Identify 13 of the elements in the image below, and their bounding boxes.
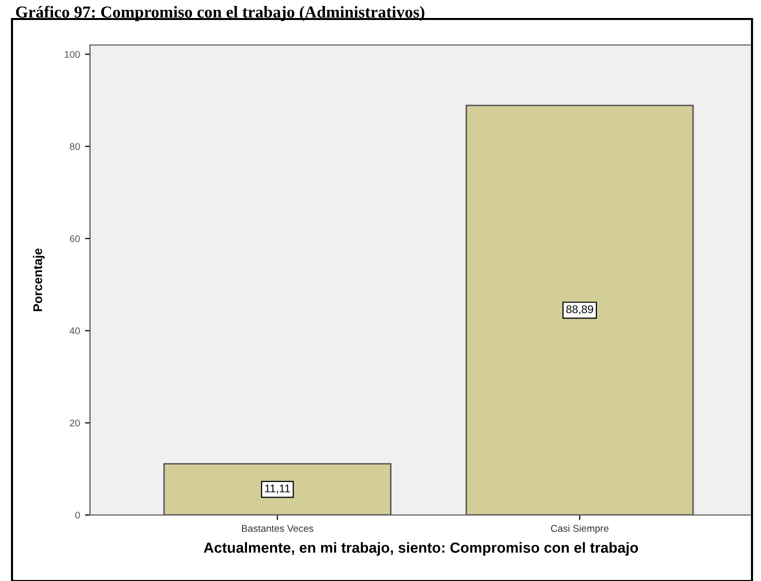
y-tick-label: 40 — [70, 327, 80, 334]
data-label: 88,89 — [566, 305, 594, 314]
y-tick-label: 80 — [70, 143, 80, 150]
y-tick-label: 20 — [70, 420, 80, 426]
x-axis-title: Actualmente, en mi trabajo, siento: Compromiso con el trabajo — [204, 542, 638, 556]
data-label: 11,11 — [265, 484, 290, 494]
y-tick-label: 60 — [70, 235, 80, 242]
chart-title: Gráfico 97: Compromiso con el trabajo (Administrativos) — [16, 6, 424, 22]
x-tick-label: Bastantes Veces — [242, 525, 314, 532]
y-tick-label: 100 — [64, 50, 80, 58]
x-tick-label: Casi Siempre — [551, 524, 608, 534]
y-axis-title: Porcentaje — [32, 248, 45, 312]
y-tick-label: 0 — [75, 512, 80, 519]
